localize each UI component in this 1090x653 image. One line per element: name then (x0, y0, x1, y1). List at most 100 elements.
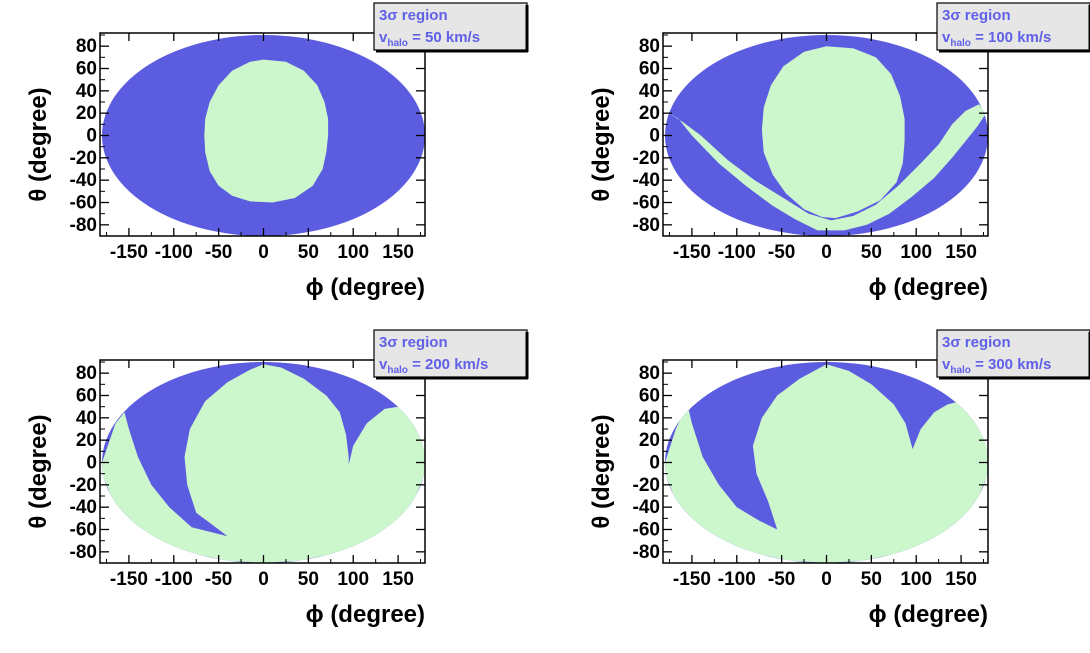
x-tick-label: 0 (821, 569, 832, 590)
y-tick-label: 40 (76, 408, 97, 429)
x-tick-label: -100 (155, 569, 193, 590)
y-tick-label: 20 (76, 103, 97, 124)
y-tick-label: 0 (86, 453, 97, 474)
x-tick-label: 100 (900, 242, 932, 263)
x-axis-title: ϕ (degree) (869, 601, 988, 628)
allowed-regions (665, 46, 987, 231)
legend-velocity-symbol: v (942, 29, 951, 46)
allowed-regions (665, 364, 988, 563)
legend-box: 3σ region vhalo = 100 km/s (936, 2, 1090, 53)
legend-velocity-subscript: halo (950, 365, 971, 376)
y-tick-label: 80 (639, 363, 660, 384)
legend-box: 3σ region vhalo = 300 km/s (936, 329, 1090, 380)
y-axis-title: θ (degree) (25, 87, 52, 201)
y-tick-label: 40 (639, 408, 660, 429)
y-tick-label: 80 (76, 36, 97, 57)
y-tick-label: 80 (76, 363, 97, 384)
legend-velocity-symbol: v (942, 356, 951, 373)
y-tick-label: -20 (70, 148, 97, 169)
y-tick-label: 40 (76, 81, 97, 102)
legend-velocity-value: = 200 km/s (408, 356, 488, 373)
legend-velocity-symbol: v (379, 356, 388, 373)
x-tick-label: -100 (718, 569, 756, 590)
legend-box: 3σ region vhalo = 200 km/s (373, 329, 529, 380)
legend-velocity-subscript: halo (387, 365, 408, 376)
y-tick-label: 20 (76, 430, 97, 451)
chart-panel-4: 80 60 40 20 0 -20 -40 -60 -80 -150 -100 -50 0 50 100 15… (563, 327, 1090, 653)
y-tick-label: 0 (649, 453, 660, 474)
allowed-region-1 (665, 364, 988, 563)
y-tick-label: -60 (70, 520, 97, 541)
y-tick-label: -80 (633, 542, 660, 563)
x-axis-title: ϕ (degree) (306, 274, 425, 301)
x-tick-label: 100 (337, 569, 369, 590)
chart-panel-1: 80 60 40 20 0 -20 -40 -60 -80 -150 -100 -50 0 50 100 15… (0, 0, 545, 326)
y-tick-label: 0 (649, 126, 660, 147)
x-tick-label: 50 (298, 242, 319, 263)
y-tick-label: -80 (633, 215, 660, 236)
x-tick-label: -50 (768, 242, 795, 263)
y-tick-label: -20 (70, 475, 97, 496)
legend-velocity-symbol: v (379, 29, 388, 46)
x-tick-label: 100 (900, 569, 932, 590)
legend-frame (936, 2, 1090, 51)
y-tick-label: 20 (639, 103, 660, 124)
legend-velocity: vhalo = 50 km/s (379, 29, 480, 49)
legend-velocity: vhalo = 300 km/s (942, 356, 1051, 376)
plot-frame (99, 32, 426, 237)
legend-velocity: vhalo = 200 km/s (379, 356, 488, 376)
y-tick-label: -60 (70, 193, 97, 214)
x-axis-title: ϕ (degree) (869, 274, 988, 301)
y-tick-label: -60 (633, 193, 660, 214)
x-tick-label: -150 (110, 569, 148, 590)
y-tick-label: -40 (633, 497, 660, 518)
x-tick-label: 50 (298, 569, 319, 590)
y-tick-label: -40 (70, 170, 97, 191)
x-tick-label: -150 (673, 569, 711, 590)
y-tick-label: 80 (639, 36, 660, 57)
legend-title: 3σ region (379, 334, 448, 351)
x-tick-label: 100 (337, 242, 369, 263)
x-tick-label: 0 (821, 242, 832, 263)
y-tick-label: 60 (76, 386, 97, 407)
legend-velocity-value: = 100 km/s (971, 29, 1051, 46)
y-tick-label: -20 (633, 475, 660, 496)
x-tick-label: -50 (205, 242, 232, 263)
y-axis-title: θ (degree) (25, 414, 52, 528)
allowed-region-2 (665, 104, 987, 231)
allowed-regions (102, 364, 425, 563)
x-tick-label: -50 (205, 569, 232, 590)
legend-title: 3σ region (942, 7, 1011, 24)
y-axis-title: θ (degree) (588, 414, 615, 528)
x-tick-label: 50 (861, 569, 882, 590)
legend-velocity-subscript: halo (387, 38, 408, 49)
x-tick-label: -50 (768, 569, 795, 590)
y-tick-label: -80 (70, 215, 97, 236)
chart-panel-3: 80 60 40 20 0 -20 -40 -60 -80 -150 -100 -50 0 50 100 15… (0, 327, 545, 653)
x-tick-label: -150 (110, 242, 148, 263)
plot-frame (662, 359, 989, 564)
y-tick-label: -20 (633, 148, 660, 169)
x-tick-label: -150 (673, 242, 711, 263)
y-tick-label: -40 (633, 170, 660, 191)
x-tick-label: 0 (258, 242, 269, 263)
x-tick-label: 150 (945, 242, 977, 263)
legend-velocity-subscript: halo (950, 38, 971, 49)
plot-frame (99, 359, 426, 564)
y-tick-label: -60 (633, 520, 660, 541)
y-tick-label: 60 (639, 386, 660, 407)
legend-velocity-value: = 300 km/s (971, 356, 1051, 373)
y-tick-label: 0 (86, 126, 97, 147)
allowed-region-1 (102, 364, 425, 563)
legend-box: 3σ region vhalo = 50 km/s (373, 2, 529, 53)
x-axis-title: ϕ (degree) (306, 601, 425, 628)
y-tick-label: 60 (76, 59, 97, 80)
y-tick-label: -80 (70, 542, 97, 563)
allowed-region-1 (204, 59, 329, 203)
y-axis-title: θ (degree) (588, 87, 615, 201)
legend-frame (936, 329, 1090, 378)
y-tick-label: 20 (639, 430, 660, 451)
